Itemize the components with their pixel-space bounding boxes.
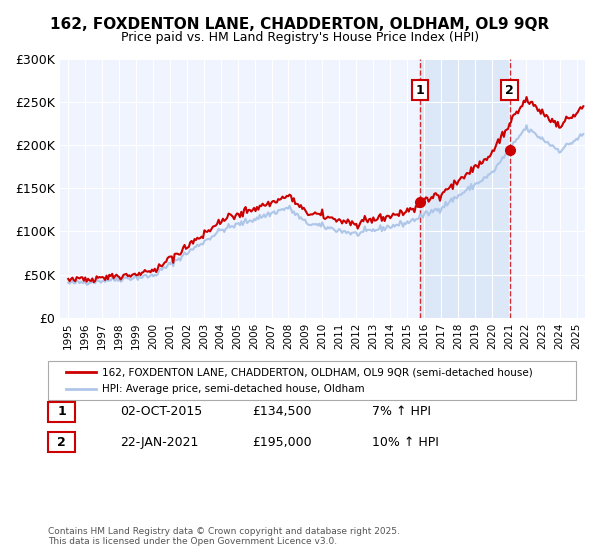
Text: 2: 2	[58, 436, 66, 449]
Line: 162, FOXDENTON LANE, CHADDERTON, OLDHAM, OL9 9QR (semi-detached house): 162, FOXDENTON LANE, CHADDERTON, OLDHAM,…	[68, 97, 583, 282]
HPI: Average price, semi-detached house, Oldham: (2.03e+03, 2.13e+05): Average price, semi-detached house, Oldh…	[580, 130, 587, 137]
Text: Contains HM Land Registry data © Crown copyright and database right 2025.
This d: Contains HM Land Registry data © Crown c…	[48, 526, 400, 546]
162, FOXDENTON LANE, CHADDERTON, OLDHAM, OL9 9QR (semi-detached house)	[197, 235, 204, 241]
HPI: Average price, semi-detached house, Oldham: (2e+03, 4.11e+04): Average price, semi-detached house, Oldh…	[67, 279, 74, 286]
HPI: Average price, semi-detached house, Oldham: (2e+03, 4e+04): Average price, semi-detached house, Oldh…	[72, 280, 79, 287]
162, FOXDENTON LANE, CHADDERTON, OLDHAM, OL9 9QR (semi-detached house)	[134, 272, 142, 278]
162, FOXDENTON LANE, CHADDERTON, OLDHAM, OL9 9QR (semi-detached house)	[523, 94, 530, 100]
Text: 2: 2	[505, 83, 514, 97]
Bar	[420, 59, 509, 318]
HPI: Average price, semi-detached house, Oldham: (2e+03, 4.05e+04): Average price, semi-detached house, Oldh…	[65, 279, 72, 286]
162, FOXDENTON LANE, CHADDERTON, OLDHAM, OL9 9QR (semi-detached house)	[85, 276, 92, 282]
Text: 1: 1	[415, 83, 424, 97]
162, FOXDENTON LANE, CHADDERTON, OLDHAM, OL9 9QR (semi-detached house)	[580, 103, 587, 110]
HPI: Average price, semi-detached house, Oldham: (2.02e+03, 1.25e+05): Average price, semi-detached house, Oldh…	[428, 207, 435, 213]
HPI: Average price, semi-detached house, Oldham: (2e+03, 4.09e+04): Average price, semi-detached house, Oldh…	[86, 279, 93, 286]
162, FOXDENTON LANE, CHADDERTON, OLDHAM, OL9 9QR (semi-detached house)	[65, 276, 72, 282]
Text: HPI: Average price, semi-detached house, Oldham: HPI: Average price, semi-detached house,…	[102, 384, 365, 394]
Line: HPI: Average price, semi-detached house, Oldham: HPI: Average price, semi-detached house,…	[68, 125, 583, 284]
Text: £134,500: £134,500	[252, 405, 311, 418]
Text: £195,000: £195,000	[252, 436, 311, 449]
Text: 7% ↑ HPI: 7% ↑ HPI	[372, 405, 431, 418]
Text: 162, FOXDENTON LANE, CHADDERTON, OLDHAM, OL9 9QR (semi-detached house): 162, FOXDENTON LANE, CHADDERTON, OLDHAM,…	[102, 367, 533, 377]
162, FOXDENTON LANE, CHADDERTON, OLDHAM, OL9 9QR (semi-detached house)	[72, 278, 79, 284]
162, FOXDENTON LANE, CHADDERTON, OLDHAM, OL9 9QR (semi-detached house)	[67, 276, 74, 282]
Text: 22-JAN-2021: 22-JAN-2021	[120, 436, 199, 449]
HPI: Average price, semi-detached house, Oldham: (2e+03, 3.82e+04): Average price, semi-detached house, Oldh…	[83, 281, 90, 288]
Text: Price paid vs. HM Land Registry's House Price Index (HPI): Price paid vs. HM Land Registry's House …	[121, 31, 479, 44]
Text: 10% ↑ HPI: 10% ↑ HPI	[372, 436, 439, 449]
162, FOXDENTON LANE, CHADDERTON, OLDHAM, OL9 9QR (semi-detached house)	[90, 279, 97, 286]
HPI: Average price, semi-detached house, Oldham: (2e+03, 8.48e+04): Average price, semi-detached house, Oldh…	[197, 241, 204, 248]
HPI: Average price, semi-detached house, Oldham: (2.02e+03, 2.23e+05): Average price, semi-detached house, Oldh…	[523, 122, 530, 129]
HPI: Average price, semi-detached house, Oldham: (2e+03, 4.38e+04): Average price, semi-detached house, Oldh…	[134, 277, 142, 283]
Text: 1: 1	[58, 405, 66, 418]
Text: 02-OCT-2015: 02-OCT-2015	[120, 405, 202, 418]
162, FOXDENTON LANE, CHADDERTON, OLDHAM, OL9 9QR (semi-detached house)	[428, 194, 435, 200]
Text: 162, FOXDENTON LANE, CHADDERTON, OLDHAM, OL9 9QR: 162, FOXDENTON LANE, CHADDERTON, OLDHAM,…	[50, 17, 550, 32]
